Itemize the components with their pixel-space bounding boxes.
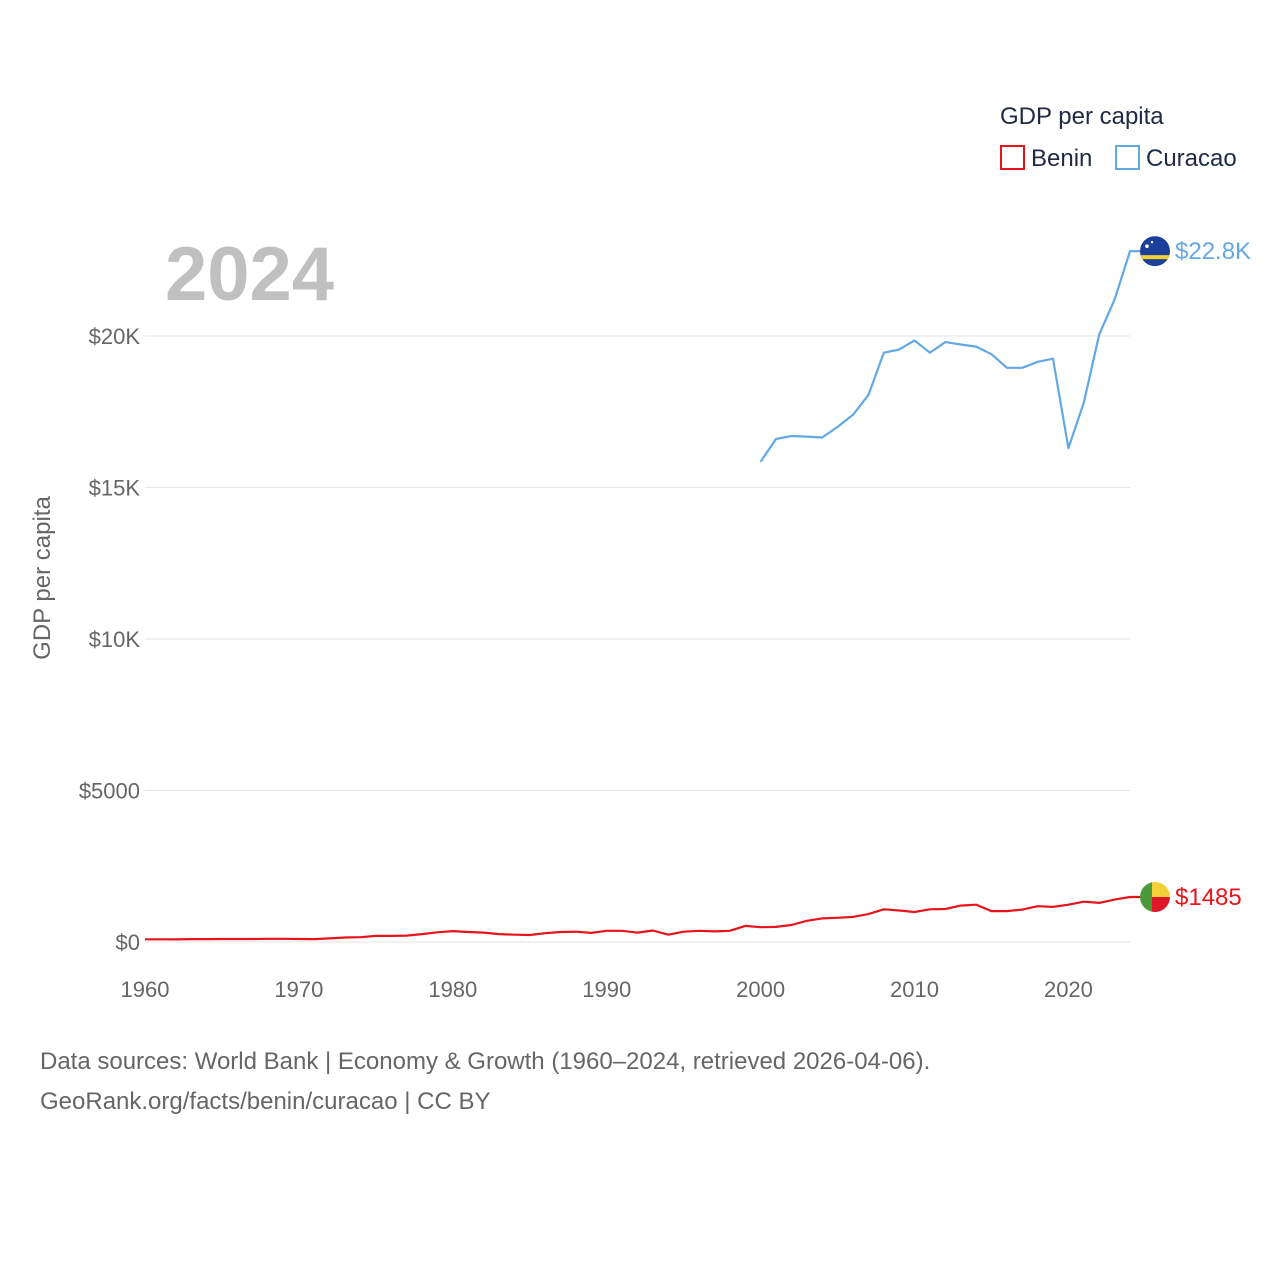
- x-tick-label: 1960: [121, 977, 170, 1002]
- legend-item-benin[interactable]: Benin: [1000, 145, 1092, 172]
- series-line-benin: [145, 895, 1142, 941]
- x-axis: 1960 1970 1980 1990 2000 2010 2020: [121, 977, 1093, 1002]
- x-tick-label: 1980: [428, 977, 477, 1002]
- x-tick-label: 1970: [274, 977, 323, 1002]
- y-axis: $0 $5000 $10K $15K $20K: [79, 324, 141, 955]
- series-lines: [145, 250, 1142, 941]
- y-tick-label: $15K: [89, 476, 141, 501]
- footer-link[interactable]: GeoRank.org/facts/benin/curacao | CC BY: [40, 1088, 491, 1115]
- x-tick-label: 2010: [890, 977, 939, 1002]
- legend-label-benin: Benin: [1031, 145, 1092, 172]
- legend: GDP per capita Benin Curacao: [1000, 103, 1237, 172]
- footer: Data sources: World Bank | Economy & Gro…: [40, 1042, 930, 1122]
- flag-benin-icon: [1140, 882, 1170, 913]
- y-axis-label: GDP per capita: [29, 496, 56, 660]
- end-value-label-curacao: $22.8K: [1175, 238, 1251, 265]
- x-tick-label: 2020: [1044, 977, 1093, 1002]
- y-tick-label: $10K: [89, 627, 141, 652]
- x-tick-label: 2000: [736, 977, 785, 1002]
- grid-lines: [145, 335, 1130, 943]
- series-line-curacao: [759, 250, 1142, 463]
- y-tick-label: $5000: [79, 779, 140, 804]
- x-tick-label: 1990: [582, 977, 631, 1002]
- legend-title: GDP per capita: [1000, 103, 1164, 130]
- flag-curacao-icon: [1140, 236, 1170, 267]
- year-label: 2024: [165, 232, 334, 317]
- legend-swatch-benin: [1000, 145, 1025, 170]
- y-tick-label: $0: [116, 930, 140, 955]
- end-markers: $1485 $22.8K: [1140, 236, 1251, 913]
- legend-item-curacao[interactable]: Curacao: [1115, 145, 1237, 172]
- y-tick-label: $20K: [89, 324, 141, 349]
- legend-label-curacao: Curacao: [1146, 145, 1237, 172]
- end-value-label-benin: $1485: [1175, 884, 1242, 911]
- footer-sources: Data sources: World Bank | Economy & Gro…: [40, 1048, 931, 1075]
- legend-swatch-curacao: [1115, 145, 1140, 170]
